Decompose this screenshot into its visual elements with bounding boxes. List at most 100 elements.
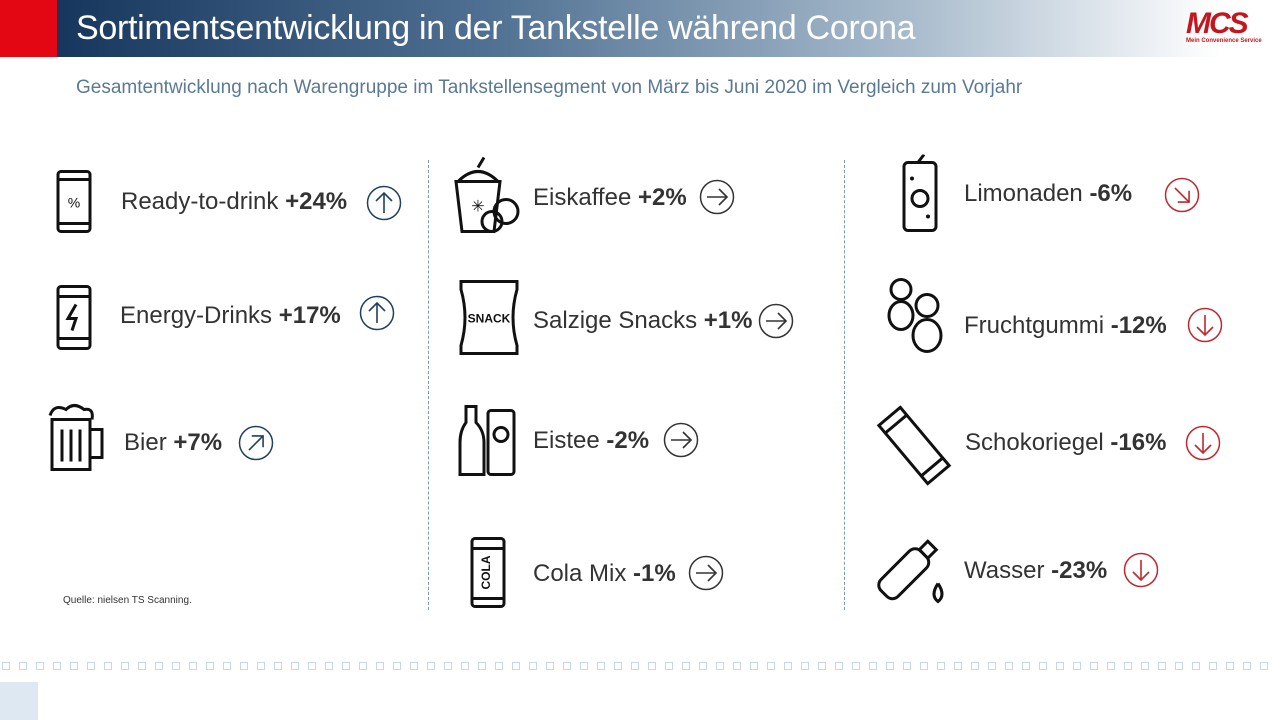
arrow-up-icon xyxy=(366,185,402,221)
category-label: Cola Mix -1% xyxy=(533,560,676,588)
footer-dot xyxy=(2,662,10,670)
footer-dot xyxy=(937,662,945,670)
footer-dot xyxy=(852,662,860,670)
footer-dot xyxy=(291,662,299,670)
header-banner xyxy=(57,0,1280,57)
category-label: Salzige Snacks +1% xyxy=(533,307,752,335)
footer-dot xyxy=(308,662,316,670)
arrow-down-right-icon xyxy=(1164,177,1200,213)
category-label: Eistee -2% xyxy=(533,427,649,455)
arrow-up-right-icon xyxy=(238,425,274,461)
footer-dot xyxy=(750,662,758,670)
cola-can-icon: COLA xyxy=(468,533,508,618)
iced-tea-icon xyxy=(456,403,520,484)
footer-dot xyxy=(1209,662,1217,670)
footer-dot xyxy=(903,662,911,670)
water-bottle-icon xyxy=(872,530,952,615)
category-change: +7% xyxy=(173,429,223,456)
footer-dot xyxy=(1073,662,1081,670)
chocolate-bar-icon xyxy=(876,405,952,491)
footer-dot xyxy=(376,662,384,670)
lemonade-can-icon xyxy=(898,153,942,240)
footer-dot xyxy=(36,662,44,670)
footer-dot xyxy=(138,662,146,670)
footer-dot xyxy=(461,662,469,670)
footer-dot xyxy=(869,662,877,670)
footer-dot xyxy=(495,662,503,670)
column-divider xyxy=(844,160,845,610)
arrow-down-icon xyxy=(1185,425,1221,461)
footer-dot xyxy=(818,662,826,670)
category-change: +24% xyxy=(285,188,348,215)
footer-dot xyxy=(359,662,367,670)
footer-dot xyxy=(444,662,452,670)
footer-dot xyxy=(1039,662,1047,670)
footer-dot xyxy=(546,662,554,670)
svg-text:COLA: COLA xyxy=(479,555,493,589)
category-name: Fruchtgummi xyxy=(964,312,1105,339)
page-title: Sortimentsentwicklung in der Tankstelle … xyxy=(76,9,916,47)
footer-dot xyxy=(1005,662,1013,670)
footer-dot xyxy=(971,662,979,670)
footer-dot xyxy=(767,662,775,670)
footer-dot xyxy=(665,662,673,670)
svg-text:%: % xyxy=(68,195,80,211)
footer-dot xyxy=(393,662,401,670)
source-note: Quelle: nielsen TS Scanning. xyxy=(63,595,192,606)
footer-dot xyxy=(682,662,690,670)
footer-dot xyxy=(784,662,792,670)
footer-dot xyxy=(801,662,809,670)
category-change: +1% xyxy=(703,307,753,334)
footer-dot xyxy=(87,662,95,670)
footer-dot xyxy=(121,662,129,670)
footer-dot xyxy=(427,662,435,670)
footer-dot xyxy=(172,662,180,670)
footer-dot xyxy=(648,662,656,670)
arrow-right-icon xyxy=(663,422,699,458)
arrow-up-icon xyxy=(359,295,395,331)
arrow-right-icon xyxy=(688,555,724,591)
beer-mug-icon xyxy=(44,402,108,479)
category-label: Energy-Drinks +17% xyxy=(120,302,341,330)
svg-text:✳: ✳ xyxy=(471,199,484,216)
snack-bag-icon: SNACK xyxy=(457,278,521,363)
footer-dot xyxy=(835,662,843,670)
footer-dot xyxy=(597,662,605,670)
footer-dot xyxy=(1175,662,1183,670)
arrow-right-icon xyxy=(758,303,794,339)
footer-dot xyxy=(257,662,265,670)
category-name: Eiskaffee xyxy=(533,184,632,211)
red-accent-bar xyxy=(0,0,57,57)
category-name: Salzige Snacks xyxy=(533,307,698,334)
footer-dot xyxy=(410,662,418,670)
footer-dot xyxy=(1141,662,1149,670)
footer-dot xyxy=(342,662,350,670)
footer-dot xyxy=(920,662,928,670)
footer-dot xyxy=(104,662,112,670)
footer-dot xyxy=(1107,662,1115,670)
energy-can-icon xyxy=(52,281,96,356)
category-name: Limonaden xyxy=(964,180,1083,207)
footer-dot xyxy=(699,662,707,670)
category-change: -12% xyxy=(1110,312,1167,339)
mcs-logo: MCS Mein Convenience Service xyxy=(1186,7,1262,45)
footer-dot xyxy=(1243,662,1251,670)
category-name: Ready-to-drink xyxy=(121,188,279,215)
category-name: Wasser xyxy=(964,557,1045,584)
category-label: Wasser -23% xyxy=(964,557,1107,585)
footer-dot xyxy=(478,662,486,670)
footer-dot xyxy=(954,662,962,670)
category-label: Ready-to-drink +24% xyxy=(121,188,347,216)
category-label: Eiskaffee +2% xyxy=(533,184,687,212)
category-change: -6% xyxy=(1089,180,1133,207)
footer-dot xyxy=(274,662,282,670)
footer-dot xyxy=(512,662,520,670)
category-change: -1% xyxy=(633,560,676,587)
footer-dot xyxy=(1124,662,1132,670)
category-change: -23% xyxy=(1051,557,1108,584)
arrow-right-icon xyxy=(699,179,735,215)
gummy-bears-icon xyxy=(879,276,949,361)
arrow-down-icon xyxy=(1187,307,1223,343)
footer-dot xyxy=(1158,662,1166,670)
category-label: Fruchtgummi -12% xyxy=(964,312,1167,340)
